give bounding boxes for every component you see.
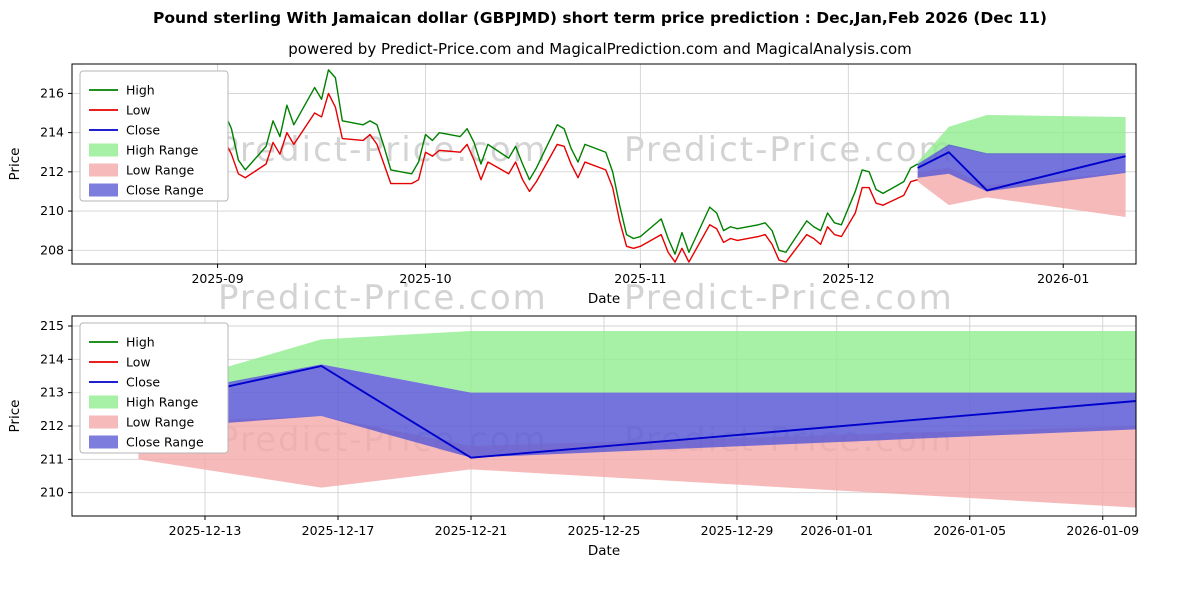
y-tick-label: 212 <box>40 418 64 433</box>
legend-swatch-close-range <box>89 183 118 197</box>
legend-label: High <box>126 83 155 98</box>
plot-area: 208 210 212 214 216 2025-09 2025-10 2025-11 2025… <box>7 63 1137 307</box>
y-axis-title: Price <box>7 148 23 181</box>
legend-label: Low Range <box>126 163 195 178</box>
chart-stack: Pound sterling With Jamaican dollar (GBP… <box>7 9 1139 559</box>
legend-label: High <box>126 335 155 350</box>
x-tick-label: 2025-12-13 <box>169 523 242 538</box>
y-tick-label: 214 <box>40 125 64 140</box>
x-tick-label: 2025-12-25 <box>568 523 641 538</box>
x-tick-label: 2026-01-09 <box>1066 523 1139 538</box>
legend-label: Close Range <box>126 435 204 450</box>
y-tick-label: 212 <box>40 164 64 179</box>
x-tick-label: 2025-10 <box>399 271 451 286</box>
axis-labels: 208 210 212 214 216 2025-09 2025-10 2025-11 2025… <box>7 85 1089 307</box>
legend-label: Close <box>126 123 160 138</box>
legend-label: High Range <box>126 395 199 410</box>
y-tick-label: 208 <box>40 242 64 257</box>
legend: High Low Close High Range Low Range Close Ran… <box>79 70 229 202</box>
band-close-range <box>138 364 1136 458</box>
x-tick-label: 2026-01-05 <box>933 523 1006 538</box>
band-high-range <box>917 114 1126 168</box>
series-low-line <box>182 92 918 263</box>
x-tick-label: 2025-09 <box>191 271 243 286</box>
legend-swatch-high-range <box>89 395 118 409</box>
x-tick-label: 2025-12-29 <box>701 523 774 538</box>
y-tick-label: 216 <box>40 85 64 100</box>
price-prediction-chart: 210 211 212 213 214 215 2025-12-13 2025-12-17 20… <box>7 315 1139 559</box>
series-close-line <box>917 151 1126 192</box>
series-high-line <box>182 69 918 255</box>
legend-swatch-low-range <box>89 163 118 177</box>
x-tick-label: 2025-12 <box>822 271 874 286</box>
x-tick-label: 2025-11 <box>614 271 666 286</box>
x-axis-title: Date <box>588 543 620 559</box>
legend: High Low Close High Range Low Range Close Ran… <box>79 322 229 454</box>
y-tick-label: 215 <box>40 318 64 333</box>
legend-label: Close Range <box>126 183 204 198</box>
legend-label: High Range <box>126 143 199 158</box>
band-close-range <box>917 144 1126 192</box>
x-tick-label: 2025-12-21 <box>435 523 508 538</box>
y-tick-label: 214 <box>40 351 64 366</box>
band-high-range <box>138 331 1136 403</box>
legend-label: Low <box>126 103 151 118</box>
legend-label: Close <box>126 375 160 390</box>
legend-swatch-high-range <box>89 143 118 157</box>
legend-swatch-close-range <box>89 435 118 449</box>
axis-labels: 210 211 212 213 214 215 2025-12-13 2025-12-17 20… <box>7 318 1139 559</box>
chart-subtitle: powered by Predict-Price.com and Magical… <box>288 40 912 58</box>
legend-swatch-low-range <box>89 415 118 429</box>
y-tick-label: 211 <box>40 451 64 466</box>
x-tick-label: 2025-12-17 <box>302 523 375 538</box>
legend-label: Low <box>126 355 151 370</box>
x-tick-label: 2026-01 <box>1037 271 1089 286</box>
x-tick-label: 2026-01-01 <box>800 523 873 538</box>
x-axis-title: Date <box>588 291 620 307</box>
y-tick-label: 210 <box>40 203 64 218</box>
chart-title: Pound sterling With Jamaican dollar (GBP… <box>152 9 1048 27</box>
plot-area: 210 211 212 213 214 215 2025-12-13 2025-12-17 20… <box>7 315 1139 559</box>
series-close-line <box>138 365 1137 459</box>
y-tick-label: 213 <box>40 385 64 400</box>
price-history-chart: 208 210 212 214 216 2025-09 2025-10 2025-11 2025… <box>7 63 1137 307</box>
legend-label: Low Range <box>126 415 195 430</box>
y-axis-title: Price <box>7 400 23 433</box>
y-tick-label: 210 <box>40 485 64 500</box>
axes-frame <box>71 63 1137 265</box>
